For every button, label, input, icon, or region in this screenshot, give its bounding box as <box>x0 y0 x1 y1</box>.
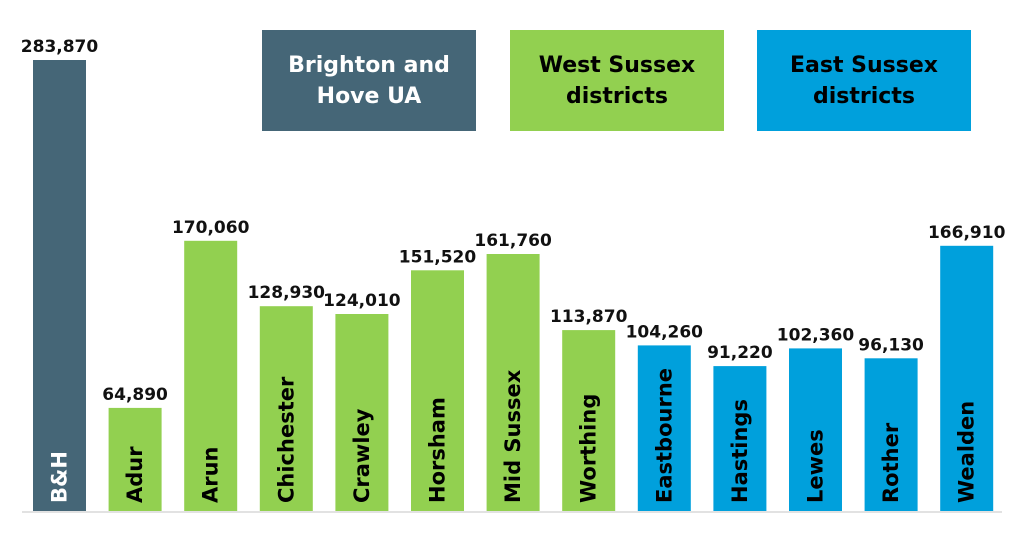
category-label: Eastbourne <box>652 368 676 503</box>
data-label: 104,260 <box>626 322 704 342</box>
data-label: 161,760 <box>474 231 552 251</box>
category-label: Worthing <box>577 394 601 503</box>
data-label: 91,220 <box>707 343 773 363</box>
category-label: Rother <box>879 422 903 503</box>
data-label: 283,870 <box>21 37 99 57</box>
category-label: Adur <box>123 446 147 503</box>
bar <box>713 366 767 511</box>
data-label: 102,360 <box>777 325 855 345</box>
legend-label: West Sussex districts <box>538 52 696 109</box>
bar <box>864 358 918 511</box>
data-label: 64,890 <box>102 385 168 405</box>
data-label: 124,010 <box>323 291 401 311</box>
legend-item: West Sussex districts <box>510 30 724 131</box>
data-label: 166,910 <box>928 223 1006 243</box>
data-label: 151,520 <box>399 247 477 267</box>
bar <box>789 348 842 511</box>
bar <box>335 314 389 511</box>
bar <box>486 254 540 511</box>
data-label: 170,060 <box>172 218 250 238</box>
category-label: Crawley <box>350 408 374 503</box>
bar <box>108 407 162 511</box>
legend-item: East Sussex districts <box>757 30 971 131</box>
legend-label: East Sussex districts <box>790 52 938 109</box>
data-label: 128,930 <box>248 283 326 303</box>
bar <box>184 240 238 512</box>
bar <box>259 306 313 511</box>
bar <box>33 60 86 511</box>
legend-item: Brighton and Hove UA <box>262 30 476 131</box>
category-label: Mid Sussex <box>501 369 525 503</box>
category-label: Chichester <box>274 376 298 503</box>
data-label: 113,870 <box>550 307 628 327</box>
category-label: Arun <box>199 446 223 503</box>
category-label: B&H <box>48 451 72 503</box>
category-label: Hastings <box>728 399 752 503</box>
bar <box>637 345 691 511</box>
category-label: Horsham <box>426 397 450 503</box>
category-label: Wealden <box>955 401 979 503</box>
data-label: 96,130 <box>858 335 924 355</box>
bar <box>940 245 994 512</box>
category-label: Lewes <box>804 429 828 503</box>
legend-label: Brighton and Hove UA <box>288 52 450 109</box>
bar <box>562 330 616 511</box>
bar <box>411 270 464 511</box>
